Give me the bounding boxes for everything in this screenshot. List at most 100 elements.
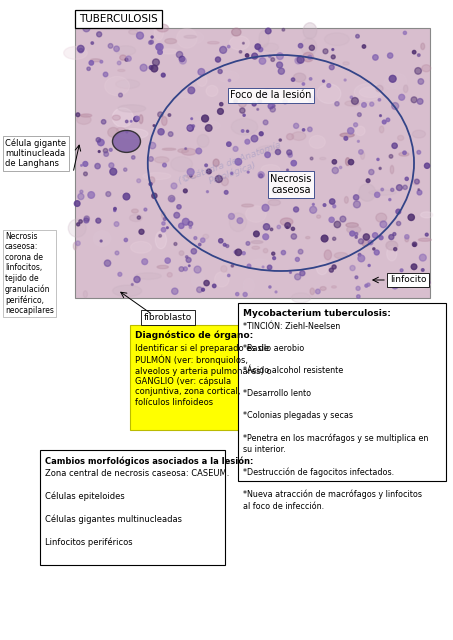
Circle shape [288,153,292,157]
Circle shape [79,220,82,223]
Circle shape [246,241,250,245]
Circle shape [153,59,159,66]
Circle shape [356,286,360,291]
Circle shape [291,234,297,239]
Circle shape [174,243,177,246]
Ellipse shape [422,65,431,72]
Circle shape [227,275,230,276]
Circle shape [408,214,414,221]
Circle shape [246,130,249,132]
Ellipse shape [213,159,219,166]
Circle shape [87,67,90,70]
Ellipse shape [182,148,196,156]
Ellipse shape [173,92,195,98]
Circle shape [321,235,328,242]
Circle shape [400,269,403,272]
Circle shape [137,179,140,182]
Circle shape [348,159,354,164]
Circle shape [142,259,148,264]
Ellipse shape [155,231,167,249]
Ellipse shape [359,184,376,202]
Circle shape [119,93,122,97]
Circle shape [363,234,370,240]
Circle shape [198,68,205,76]
Circle shape [272,252,275,255]
Circle shape [158,112,163,117]
Circle shape [270,107,275,112]
Ellipse shape [108,127,119,137]
Circle shape [269,286,271,288]
Text: Necrosis
caseosa:
corona de
linfocitos,
tejido de
granulación
periférico,
neocap: Necrosis caseosa: corona de linfocitos, … [5,232,54,315]
Circle shape [118,273,122,276]
Ellipse shape [376,213,387,222]
Circle shape [158,50,162,54]
Circle shape [88,191,95,198]
Circle shape [295,257,299,261]
Circle shape [171,183,177,189]
Ellipse shape [320,287,326,291]
Circle shape [258,100,261,103]
Circle shape [378,99,381,101]
Circle shape [218,69,222,74]
Circle shape [104,152,109,156]
Circle shape [403,185,407,189]
Circle shape [297,56,304,63]
Circle shape [188,126,192,130]
Circle shape [262,266,264,268]
Text: Identificar si el preparado es de
PULMÓN (ver: bronquiolos,
alveolos y arteria p: Identificar si el preparado es de PULMÓN… [135,344,272,407]
Circle shape [295,57,302,64]
Circle shape [403,31,406,35]
Circle shape [189,226,192,228]
Circle shape [392,102,399,109]
Circle shape [194,266,201,273]
Circle shape [241,130,244,132]
Circle shape [231,265,234,267]
Ellipse shape [340,133,354,137]
Circle shape [252,102,256,106]
Circle shape [374,250,379,255]
Circle shape [303,129,305,131]
Bar [40,450,225,565]
Circle shape [161,73,165,77]
Circle shape [259,132,263,136]
Circle shape [104,260,111,266]
Circle shape [377,158,379,161]
Ellipse shape [294,186,318,192]
Circle shape [310,206,317,213]
Circle shape [202,115,208,122]
Ellipse shape [306,236,310,239]
Circle shape [273,104,275,107]
Ellipse shape [120,55,126,60]
Ellipse shape [132,209,138,213]
Ellipse shape [263,248,268,253]
Ellipse shape [420,212,433,218]
Circle shape [352,97,358,104]
Circle shape [130,120,132,122]
Circle shape [103,72,108,77]
Circle shape [78,193,84,200]
Ellipse shape [325,33,349,45]
Ellipse shape [178,148,188,153]
Ellipse shape [343,62,349,65]
Ellipse shape [135,273,161,279]
Circle shape [367,283,370,286]
Ellipse shape [263,89,271,98]
Circle shape [255,44,260,49]
Ellipse shape [346,157,350,166]
Ellipse shape [197,134,209,147]
Text: Necrosis
caseosa: Necrosis caseosa [270,174,312,195]
Ellipse shape [221,266,227,272]
Ellipse shape [217,71,239,83]
Circle shape [389,234,394,239]
Circle shape [375,192,380,197]
Bar [238,303,446,481]
Ellipse shape [405,237,409,242]
Circle shape [396,221,401,225]
Circle shape [114,207,116,210]
Circle shape [308,96,314,102]
Circle shape [77,223,80,226]
Ellipse shape [334,252,348,259]
Circle shape [387,53,393,58]
Circle shape [426,280,430,285]
Circle shape [381,188,384,191]
